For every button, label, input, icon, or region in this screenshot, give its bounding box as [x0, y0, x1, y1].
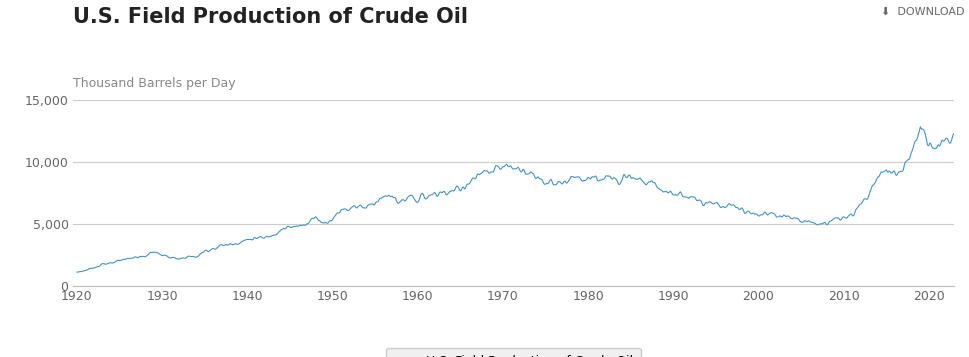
Text: ⬇  DOWNLOAD: ⬇ DOWNLOAD	[881, 7, 964, 17]
Legend: U.S. Field Production of Crude Oil: U.S. Field Production of Crude Oil	[387, 348, 641, 357]
Text: Thousand Barrels per Day: Thousand Barrels per Day	[73, 77, 235, 90]
Text: U.S. Field Production of Crude Oil: U.S. Field Production of Crude Oil	[73, 7, 468, 27]
